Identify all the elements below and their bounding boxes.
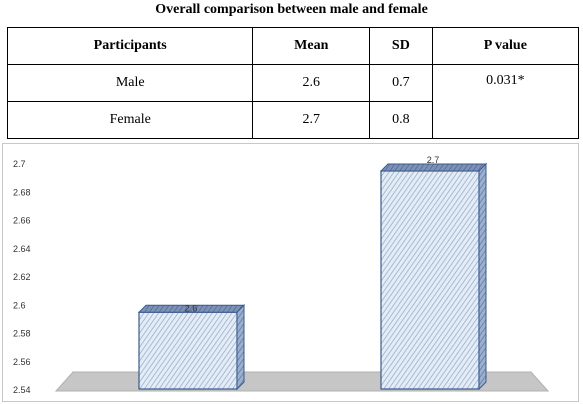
- cell-mean: 2.7: [252, 101, 371, 139]
- header-p-value: P value: [431, 27, 580, 65]
- y-tick-label: 2.68: [13, 187, 31, 197]
- bar-chart: 2.54 2.56 2.58 2.6 2.62 2.64 2.66 2.68 2.7 2.6 2.…: [2, 143, 579, 402]
- cell-sd: 0.7: [369, 64, 433, 102]
- chart-canvas: 2.54 2.56 2.58 2.6 2.62 2.64 2.66 2.68 2.7 2.6 2.…: [13, 155, 550, 395]
- bar-side: [478, 162, 487, 391]
- y-tick-label: 2.6: [13, 300, 26, 310]
- y-tick-label: 2.66: [13, 216, 31, 226]
- bar-female: 2.7: [379, 155, 488, 391]
- bar-front: [380, 170, 480, 390]
- bar-side: [236, 304, 245, 391]
- header-sd: SD: [369, 27, 433, 65]
- table-row: Female 2.7 0.8: [6, 101, 579, 139]
- bar-top: [379, 163, 488, 172]
- y-tick-label: 2.58: [13, 329, 31, 339]
- table-row: Male 2.6 0.7 0.031*: [6, 64, 580, 139]
- y-tick-label: 2.62: [13, 272, 31, 282]
- data-label: 2.7: [427, 155, 440, 165]
- cell-p-value: 0.031*: [431, 64, 580, 139]
- bar-male: 2.6: [137, 303, 246, 391]
- data-label: 2.6: [185, 303, 198, 313]
- header-mean: Mean: [252, 27, 371, 65]
- y-tick-label: 2.64: [13, 244, 31, 254]
- y-tick-label: 2.54: [13, 385, 31, 395]
- page-title: Overall comparison between male and fema…: [155, 2, 428, 17]
- cell-participant: Male: [6, 64, 254, 102]
- cell-sd: 0.8: [369, 101, 433, 139]
- cell-participant: Female: [6, 101, 254, 139]
- stats-table: Participants Mean SD P value Male 2.6 0.…: [6, 27, 580, 139]
- cell-mean: 2.6: [252, 64, 371, 102]
- header-participants: Participants: [6, 27, 254, 65]
- y-tick-label: 2.56: [13, 357, 31, 367]
- bar-front: [138, 311, 238, 390]
- y-tick-label: 2.7: [13, 159, 26, 169]
- table-header-row: Participants Mean SD P value: [6, 27, 580, 65]
